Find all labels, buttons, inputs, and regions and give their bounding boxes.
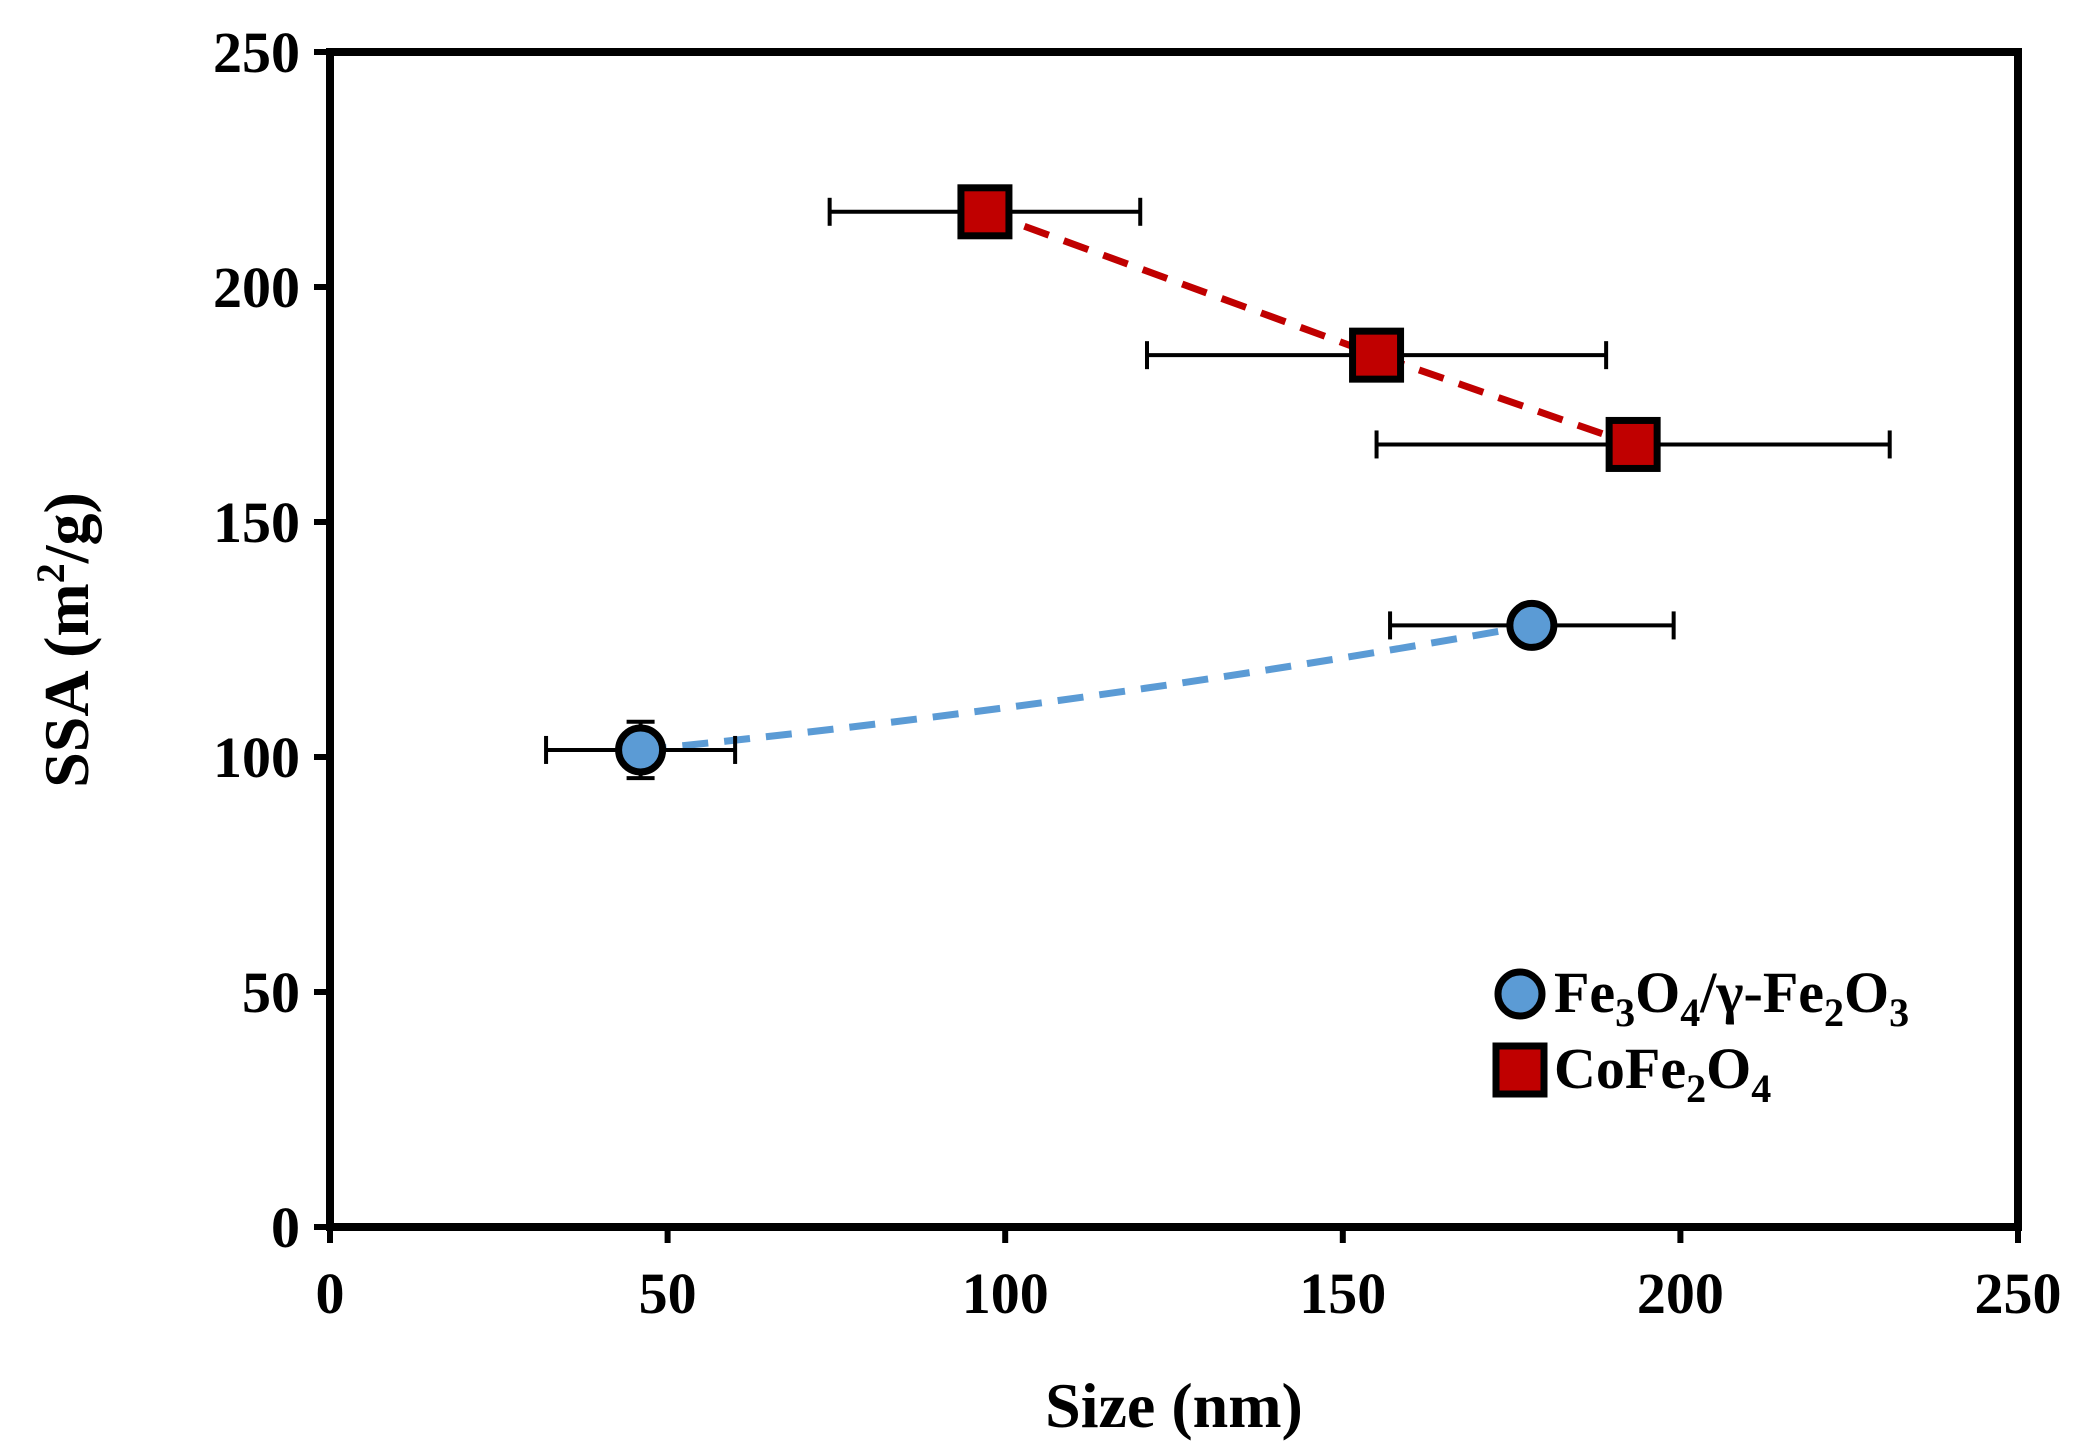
y-tick-label: 0 [271, 1195, 300, 1260]
trend-lines [640, 208, 1635, 754]
data-point-square [1605, 416, 1661, 472]
legend-label-part: O [1635, 960, 1680, 1025]
legend-label-part: 4 [1751, 1066, 1771, 1111]
x-tick-label: 200 [1637, 1261, 1724, 1326]
y-tick-label: 50 [242, 960, 300, 1025]
legend-label-part: O [1844, 960, 1889, 1025]
data-markers [615, 184, 1661, 776]
legend-label-part: Fe [1554, 960, 1615, 1025]
legend-label-part: 4 [1680, 990, 1700, 1035]
data-point-circle [1506, 599, 1558, 651]
axis-ticks: 0 50 100 150 200 250 0 50 100 150 200 250 [213, 20, 2062, 1326]
x-axis-title: Size (nm) [1045, 1370, 1303, 1441]
legend-marker-square [1492, 1042, 1548, 1098]
x-tick-label: 0 [316, 1261, 345, 1326]
legend-label-part: 2 [1686, 1066, 1706, 1111]
y-axis-title-tail: /g) [31, 492, 102, 564]
data-point-square [1349, 327, 1405, 383]
data-point-circle [615, 724, 667, 776]
data-point-square [957, 184, 1013, 240]
legend-label-part: /γ-Fe [1699, 960, 1824, 1025]
plot-area [326, 48, 2022, 1231]
y-tick-label: 100 [213, 725, 300, 790]
legend-label-part: 3 [1889, 990, 1909, 1035]
trend-line-0 [640, 621, 1533, 754]
trend-line-1 [983, 208, 1635, 448]
legend-label-part: 2 [1824, 990, 1844, 1035]
x-tick-label: 100 [962, 1261, 1049, 1326]
x-tick-label: 250 [1975, 1261, 2062, 1326]
y-axis-title-sup: 2 [28, 563, 73, 583]
legend-label-0: Fe3O4/γ-Fe2O3 [1554, 960, 1909, 1035]
y-tick-label: 150 [213, 490, 300, 555]
y-axis-title-main: SSA (m [31, 583, 102, 788]
y-tick-label: 200 [213, 255, 300, 320]
legend-label-1: CoFe2O4 [1554, 1036, 1771, 1111]
y-tick-label: 250 [213, 20, 300, 85]
legend-label-part: CoFe [1554, 1036, 1686, 1101]
legend-marker-circle [1494, 968, 1546, 1020]
legend-label-part: O [1706, 1036, 1751, 1101]
y-axis-title: SSA (m2/g) [28, 492, 102, 788]
x-tick-label: 50 [639, 1261, 697, 1326]
legend-label-part: 3 [1615, 990, 1635, 1035]
x-tick-label: 150 [1299, 1261, 1386, 1326]
